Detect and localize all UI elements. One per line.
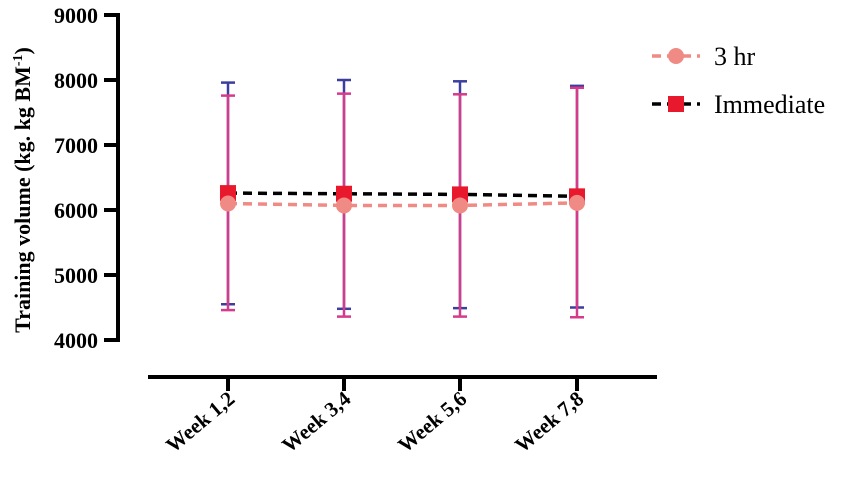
y-tick-label: 8000 — [54, 68, 98, 93]
x-tick-label: Week 7,8 — [510, 386, 588, 457]
y-axis-label-main: Training volume (kg. kg BM — [10, 66, 35, 333]
y-axis: 4000 5000 6000 7000 8000 9000 — [54, 3, 120, 353]
immediate-legend-label: Immediate — [714, 90, 825, 119]
y-tick-label: 6000 — [54, 198, 98, 223]
legend: 3 hr Immediate — [652, 42, 825, 119]
three-hr-legend-marker — [668, 48, 684, 64]
three-hr-series-line — [227, 201, 578, 208]
immediate-legend-item: Immediate — [652, 90, 825, 119]
three-hr-point — [569, 194, 585, 211]
x-axis: Week 1,2 Week 3,4 Week 5,6 Week 7,8 — [148, 375, 657, 457]
three-hr-legend-item: 3 hr — [652, 42, 756, 71]
x-tick-label: Week 1,2 — [161, 386, 239, 457]
y-axis-label-close: ) — [10, 47, 35, 54]
immediate-point — [452, 186, 468, 203]
immediate-legend-marker — [668, 96, 684, 112]
x-tick-label: Week 3,4 — [277, 386, 355, 457]
three-hr-legend-label: 3 hr — [714, 42, 756, 71]
three-hr-point — [452, 197, 468, 214]
immediate-series-line — [227, 191, 578, 199]
y-tick-label: 9000 — [54, 3, 98, 28]
y-tick-label: 4000 — [54, 328, 98, 353]
x-tick-label: Week 5,6 — [393, 386, 471, 457]
three-hr-point — [336, 197, 352, 214]
y-tick-label: 5000 — [54, 263, 98, 288]
immediate-point — [336, 185, 352, 202]
y-axis-label-sup: -1 — [11, 54, 26, 66]
y-axis-label: Training volume (kg. kg BM-1) — [10, 47, 35, 333]
three-hr-point — [220, 195, 236, 212]
plot-area — [220, 78, 585, 319]
y-tick-label: 7000 — [54, 133, 98, 158]
